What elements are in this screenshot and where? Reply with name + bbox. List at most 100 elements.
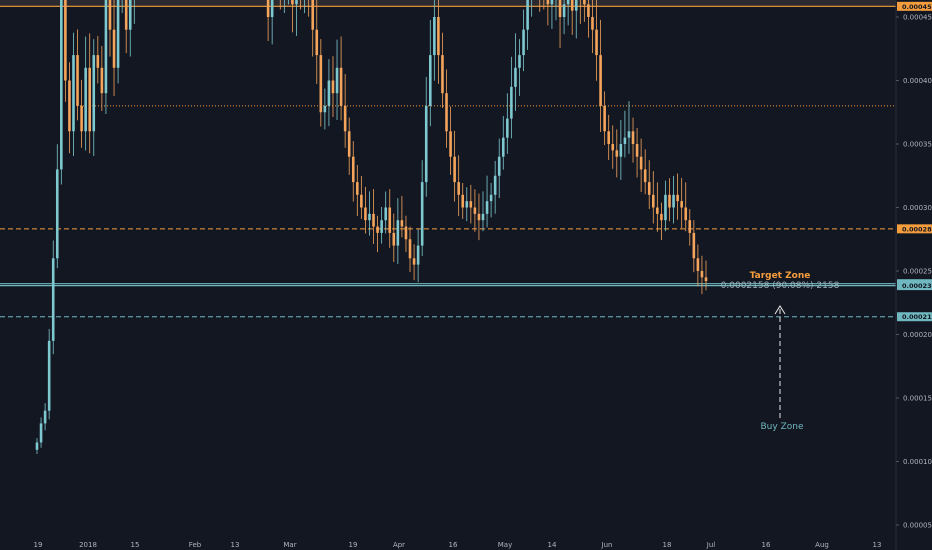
- y-tick-label: 0.0002000: [903, 331, 932, 339]
- candle-body: [514, 67, 517, 87]
- candle-body: [291, 0, 294, 5]
- target-zone-subtitle: 0.0002158 (90.08%) 2158: [721, 281, 840, 291]
- candle-body: [501, 137, 505, 157]
- candle-body: [453, 156, 456, 183]
- candle-body: [603, 105, 606, 132]
- candle-body: [518, 55, 521, 68]
- candle-body: [47, 340, 51, 411]
- candle-body: [51, 258, 55, 341]
- candle-body: [72, 55, 75, 132]
- candle-body: [656, 207, 659, 214]
- price-level-tag: [897, 281, 932, 291]
- candle-body: [270, 0, 274, 17]
- y-tick-label: 0.0004500: [903, 14, 932, 22]
- candle-body: [424, 105, 428, 183]
- candle-body: [445, 93, 448, 132]
- candle-body: [323, 105, 327, 113]
- candle-body: [497, 156, 501, 176]
- candle-body: [368, 213, 371, 221]
- x-tick-label: 16: [762, 541, 771, 549]
- x-tick-label: Jul: [706, 541, 716, 549]
- candle-body: [76, 55, 79, 106]
- candle-body: [351, 156, 355, 183]
- candle-body: [595, 29, 598, 56]
- candle-body: [506, 118, 509, 138]
- candle-body: [546, 0, 550, 5]
- candle-body: [481, 213, 485, 221]
- candle-body: [384, 207, 387, 221]
- candle-body: [376, 226, 379, 233]
- candle-body: [643, 169, 647, 183]
- price-level-label: 0.0002138: [902, 313, 932, 321]
- candle-body: [566, 0, 570, 5]
- candle-body: [408, 239, 412, 259]
- candle-body: [664, 194, 667, 221]
- candle-body: [522, 29, 525, 56]
- candle-body: [364, 207, 367, 221]
- x-tick-label: Aug: [815, 541, 829, 549]
- price-level-tag: [897, 1, 932, 11]
- candle-body: [43, 410, 47, 424]
- x-tick-label: 13: [873, 541, 882, 549]
- candle-body: [465, 201, 469, 208]
- candle-body: [388, 207, 392, 233]
- y-tick-label: 0.0003000: [903, 204, 932, 212]
- candle-body: [696, 258, 700, 271]
- candle-body: [331, 80, 335, 94]
- buy-zone-title: Buy Zone: [761, 422, 804, 432]
- candle-body: [591, 17, 594, 30]
- y-tick-label: 0.0002500: [903, 268, 932, 276]
- target-zone-title: Target Zone: [750, 271, 811, 281]
- candle-body: [380, 220, 383, 233]
- candle-body: [692, 232, 696, 259]
- x-tick-label: 19: [349, 541, 358, 549]
- candle-body: [39, 423, 43, 443]
- candle-body: [668, 194, 671, 208]
- candle-body: [420, 182, 424, 246]
- candle-body: [311, 0, 315, 30]
- candle-body: [104, 0, 108, 94]
- candle-body: [100, 67, 104, 94]
- candle-body: [347, 131, 351, 157]
- candle-body: [343, 105, 347, 132]
- candle-body: [327, 80, 331, 106]
- candle-body: [672, 194, 675, 208]
- candle-body: [485, 201, 489, 214]
- y-tick-label: 0.0000500: [903, 522, 932, 530]
- candle-body: [651, 194, 655, 208]
- candle-body: [676, 194, 679, 202]
- candle-body: [489, 194, 493, 202]
- candle-body: [128, 0, 132, 30]
- candle-body: [461, 194, 465, 208]
- candle-body: [295, 0, 298, 5]
- candle-body: [587, 4, 590, 18]
- candle-body: [607, 131, 610, 144]
- candle-body: [124, 0, 128, 30]
- candle-body: [55, 169, 59, 259]
- candle-body: [688, 220, 692, 233]
- candle-body: [360, 194, 363, 208]
- candle-body: [92, 55, 96, 132]
- candle-body: [619, 144, 623, 157]
- candle-body: [416, 245, 420, 265]
- price-level-label: 0.0002385: [902, 282, 932, 290]
- candle-body: [35, 442, 39, 450]
- candle-body: [392, 232, 396, 246]
- candle-body: [627, 131, 631, 138]
- y-tick-label: 0.0003500: [903, 141, 932, 149]
- candle-body: [700, 271, 704, 278]
- candle-body: [339, 67, 343, 106]
- candle-body: [473, 207, 477, 214]
- candle-body: [684, 207, 688, 221]
- candle-body: [315, 29, 319, 56]
- candle-body: [623, 137, 627, 144]
- candles: [35, 0, 708, 454]
- candle-body: [510, 86, 513, 119]
- candle-body: [570, 0, 574, 11]
- candle-body: [80, 105, 83, 132]
- candle-body: [611, 144, 615, 151]
- candle-body: [116, 0, 120, 68]
- candle-body: [704, 277, 708, 282]
